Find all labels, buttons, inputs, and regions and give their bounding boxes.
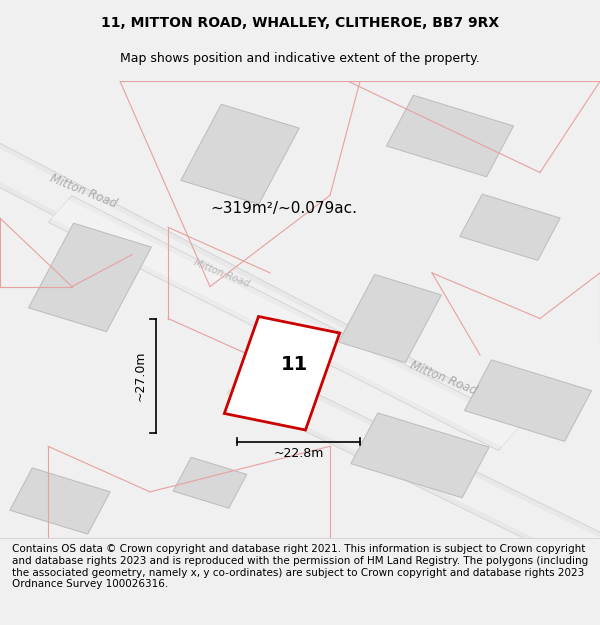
Text: Mitton Road: Mitton Road [192, 257, 251, 289]
Text: ~22.8m: ~22.8m [274, 447, 323, 459]
Text: Mitton Road: Mitton Road [408, 359, 479, 397]
Text: Contains OS data © Crown copyright and database right 2021. This information is : Contains OS data © Crown copyright and d… [12, 544, 588, 589]
Polygon shape [10, 468, 110, 534]
Text: 11, MITTON ROAD, WHALLEY, CLITHEROE, BB7 9RX: 11, MITTON ROAD, WHALLEY, CLITHEROE, BB7… [101, 16, 499, 30]
Polygon shape [0, 134, 464, 416]
Polygon shape [227, 362, 600, 599]
Polygon shape [351, 413, 489, 498]
Text: 11: 11 [280, 354, 308, 374]
Polygon shape [464, 360, 592, 441]
Polygon shape [224, 316, 340, 430]
Polygon shape [49, 196, 521, 451]
Polygon shape [460, 194, 560, 261]
Polygon shape [386, 95, 514, 177]
Text: Mitton Road: Mitton Road [48, 171, 119, 210]
Polygon shape [181, 104, 299, 204]
Polygon shape [338, 274, 442, 362]
Text: ~319m²/~0.079ac.: ~319m²/~0.079ac. [210, 201, 357, 216]
Polygon shape [173, 458, 247, 508]
Text: Map shows position and indicative extent of the property.: Map shows position and indicative extent… [120, 52, 480, 65]
Polygon shape [0, 138, 460, 412]
Text: ~27.0m: ~27.0m [134, 350, 147, 401]
Polygon shape [230, 366, 600, 594]
Polygon shape [52, 199, 518, 447]
Polygon shape [29, 223, 151, 332]
